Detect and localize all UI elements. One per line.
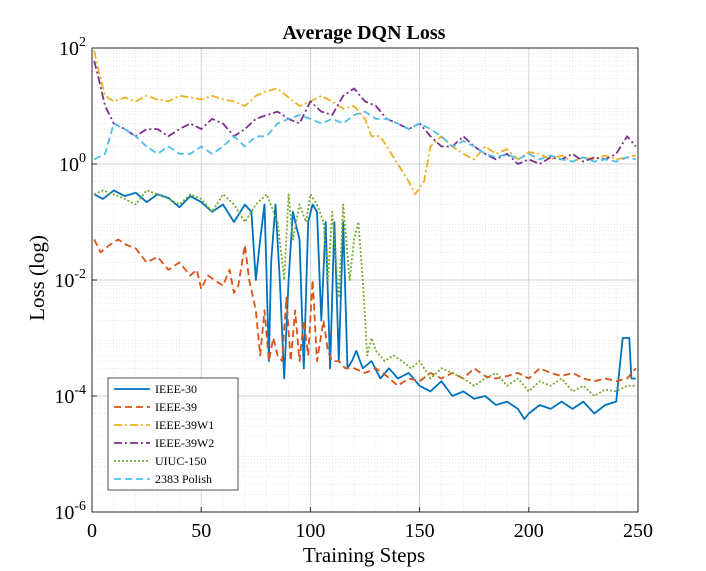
series-line-6 — [93, 110, 637, 163]
y-tick-label: 10-2 — [54, 267, 86, 292]
x-tick-label: 50 — [191, 520, 211, 542]
legend-box — [107, 377, 239, 491]
legend-label: IEEE-39 — [155, 400, 197, 414]
legend-label: UIUC-150 — [155, 454, 206, 468]
chart-title: Average DQN Loss — [283, 22, 446, 44]
y-tick-label: 10-6 — [54, 499, 86, 524]
series-line-4 — [93, 60, 637, 165]
series-line-2 — [93, 238, 637, 387]
axis-ticks: 0 50 100 150 200 250 102 100 10-2 10-4 10-6 — [54, 35, 653, 542]
legend-label: 2383 Polish — [155, 472, 212, 486]
x-tick-label: 0 — [87, 520, 97, 542]
legend-label: IEEE-39W2 — [155, 436, 214, 450]
y-tick-label: 102 — [59, 35, 86, 60]
x-tick-label: 200 — [514, 520, 544, 542]
x-tick-label: 150 — [405, 520, 435, 542]
legend-label: IEEE-39W1 — [155, 418, 214, 432]
y-axis-label: Loss (log) — [25, 235, 49, 321]
x-axis-label: Training Steps — [303, 543, 425, 567]
series-line-1 — [93, 189, 636, 420]
y-tick-label: 10-4 — [54, 383, 86, 408]
series-line-3 — [93, 50, 636, 196]
legend: IEEE-30 IEEE-39 IEEE-39W1 IEEE-39W2 UIUC-150… — [107, 377, 239, 491]
y-tick-label: 100 — [59, 151, 86, 176]
legend-label: IEEE-30 — [155, 382, 197, 396]
x-tick-label: 100 — [295, 520, 325, 542]
x-tick-label: 250 — [623, 520, 653, 542]
series-line-5 — [93, 189, 636, 397]
series-lines — [93, 50, 637, 420]
